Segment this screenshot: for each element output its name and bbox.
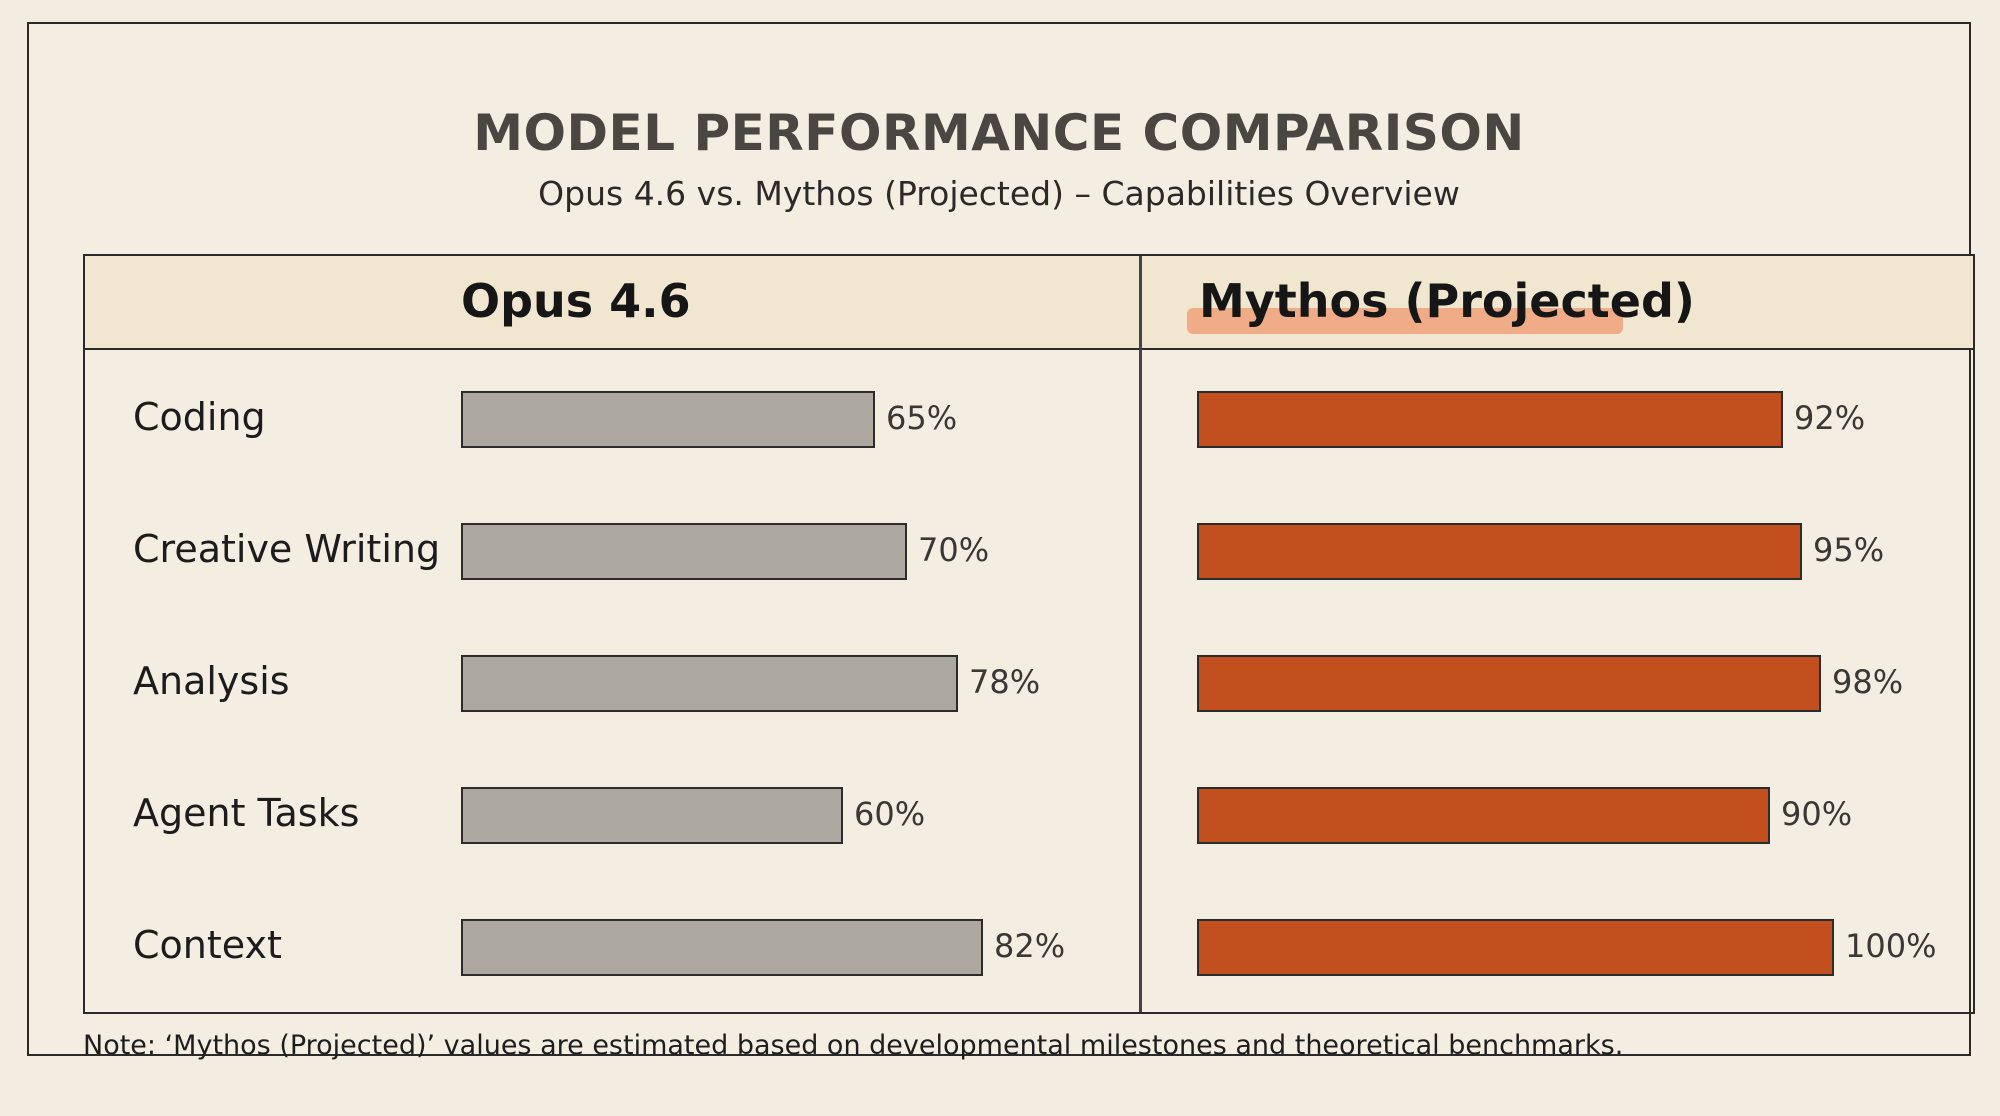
bar-mythos: [1197, 786, 1770, 844]
column-header-opus: Opus 4.6: [461, 274, 691, 328]
footnote: Note: ‘Mythos (Projected)’ values are es…: [83, 1030, 1624, 1061]
value-label-mythos: 95%: [1813, 531, 1885, 569]
bar-opus: [461, 390, 875, 448]
bar-opus: [461, 918, 983, 976]
category-label: Creative Writing: [133, 527, 441, 571]
column-divider: [1139, 256, 1142, 1012]
table-header: Opus 4.6 Mythos (Projected): [85, 256, 1973, 350]
header-highlight-mark: [1187, 308, 1623, 334]
bar-opus: [461, 654, 958, 712]
value-label-mythos: 100%: [1845, 927, 1937, 965]
chart-subtitle: Opus 4.6 vs. Mythos (Projected) – Capabi…: [538, 174, 1460, 213]
value-label-mythos: 98%: [1832, 663, 1904, 701]
value-label-mythos: 90%: [1781, 795, 1853, 833]
column-header-mythos: Mythos (Projected): [1199, 274, 1695, 328]
category-label: Agent Tasks: [133, 791, 360, 835]
bar-opus: [461, 786, 843, 844]
category-label: Coding: [133, 395, 266, 439]
bar-mythos: [1197, 390, 1783, 448]
bar-mythos: [1197, 918, 1834, 976]
comparison-table: Opus 4.6 Mythos (Projected) Coding 65% 92%…: [83, 254, 1975, 1014]
chart-frame: MODEL PERFORMANCE COMPARISON Opus 4.6 vs…: [27, 22, 1975, 1061]
bar-mythos: [1197, 522, 1802, 580]
category-label: Analysis: [133, 659, 290, 703]
value-label-opus: 82%: [994, 927, 1066, 965]
bar-mythos: [1197, 654, 1821, 712]
category-label: Context: [133, 923, 282, 967]
chart-title: MODEL PERFORMANCE COMPARISON: [473, 104, 1525, 162]
value-label-opus: 60%: [854, 795, 926, 833]
value-label-opus: 78%: [969, 663, 1041, 701]
value-label-mythos: 92%: [1794, 399, 1866, 437]
bar-opus: [461, 522, 907, 580]
value-label-opus: 65%: [886, 399, 958, 437]
value-label-opus: 70%: [918, 531, 990, 569]
